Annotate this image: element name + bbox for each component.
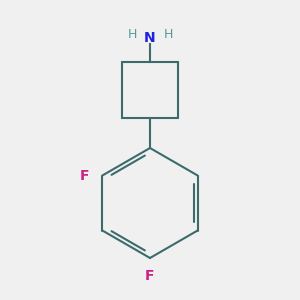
Text: N: N	[144, 31, 156, 45]
Text: H: H	[127, 28, 137, 40]
Text: F: F	[80, 169, 89, 182]
Text: H: H	[163, 28, 173, 40]
Text: F: F	[145, 269, 155, 283]
